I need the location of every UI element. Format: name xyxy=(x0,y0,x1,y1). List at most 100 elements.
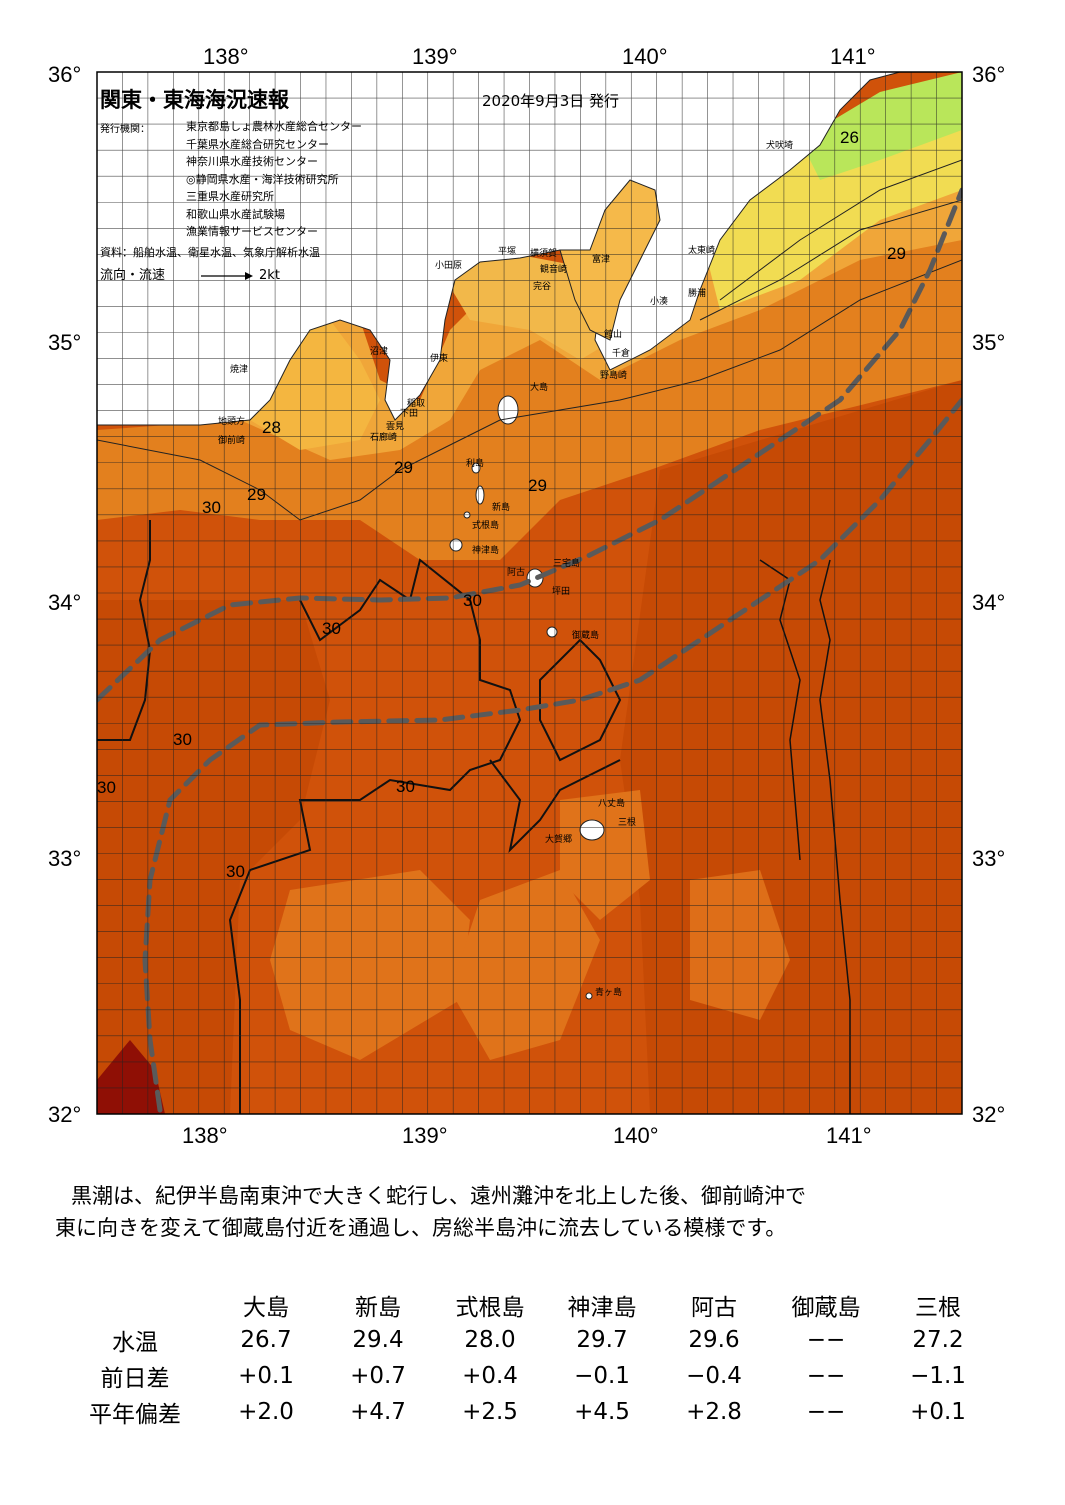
isotherm-label: 30 xyxy=(226,862,245,881)
row-header: 前日差 xyxy=(100,1366,170,1392)
isotherm-label: 28 xyxy=(262,418,281,437)
svg-text:完谷: 完谷 xyxy=(533,280,551,292)
column-header: 式根島 xyxy=(455,1295,525,1321)
svg-text:横須賀: 横須賀 xyxy=(530,247,557,259)
svg-text:35°: 35° xyxy=(972,330,1005,355)
svg-text:御蔵島: 御蔵島 xyxy=(572,629,599,641)
isotherm-label: 29 xyxy=(528,476,547,495)
svg-text:139°: 139° xyxy=(412,44,458,69)
svg-text:138°: 138° xyxy=(182,1123,228,1148)
svg-text:大賀郷: 大賀郷 xyxy=(545,833,572,845)
column-header: 御蔵島 xyxy=(791,1295,861,1321)
sea-temperature-map: 138° 139° 140° 141° 138° 139° 140° 141° … xyxy=(48,44,1005,1148)
svg-text:三根: 三根 xyxy=(618,816,636,828)
table-cell: −− xyxy=(806,1399,846,1425)
table-row: 前日差 +0.1 +0.7 +0.4 −0.1 −0.4 −− −1.1 xyxy=(60,1358,994,1394)
longitude-labels-bottom: 138° 139° 140° 141° xyxy=(182,1123,872,1148)
svg-text:御前崎: 御前崎 xyxy=(218,434,245,446)
svg-text:地頭方: 地頭方 xyxy=(218,415,245,427)
svg-text:小田原: 小田原 xyxy=(435,260,462,271)
svg-text:富津: 富津 xyxy=(592,253,610,265)
issuer-item: 和歌山県水産試験場 xyxy=(186,207,285,221)
place-names: 犬吠埼 太東崎 勝浦 小湊 館山 千倉 野島崎 富津 横須賀 観音崎 平塚 小田… xyxy=(218,139,793,998)
flow-scale: 2kt xyxy=(259,268,280,283)
svg-text:小湊: 小湊 xyxy=(650,295,668,307)
svg-text:犬吠埼: 犬吠埼 xyxy=(766,139,793,151)
svg-text:138°: 138° xyxy=(203,44,249,69)
issuer-item: 神奈川県水産技術センター xyxy=(186,155,318,168)
latitude-labels-left: 36° 35° 34° 33° 32° xyxy=(48,62,81,1127)
svg-text:観音崎: 観音崎 xyxy=(540,263,567,275)
table-cell: 26.7 xyxy=(240,1327,292,1353)
table-cell: +0.1 xyxy=(238,1363,294,1389)
isotherm-label: 29 xyxy=(247,485,266,504)
isotherm-label: 29 xyxy=(887,244,906,263)
table-row: 水温 26.7 29.4 28.0 29.7 29.6 −− 27.2 xyxy=(60,1322,994,1358)
summary-text: 黒潮は、紀伊半島南東沖で大きく蛇行し、遠州灘沖を北上した後、御前崎沖で 東に向き… xyxy=(55,1180,1015,1244)
isotherm-label: 30 xyxy=(463,591,482,610)
svg-text:焼津: 焼津 xyxy=(230,364,248,375)
isotherm-label: 30 xyxy=(202,498,221,517)
table-cell: +0.1 xyxy=(910,1399,966,1425)
svg-text:33°: 33° xyxy=(48,846,81,871)
table-cell: +4.5 xyxy=(574,1399,630,1425)
svg-text:坪田: 坪田 xyxy=(552,586,570,597)
island-miyakejima xyxy=(526,568,544,588)
summary-line: 東に向きを変えて御蔵島付近を通過し、房総半島沖に流去している模様です。 xyxy=(55,1216,787,1240)
table-cell: −0.1 xyxy=(574,1363,630,1389)
svg-text:平塚: 平塚 xyxy=(498,246,516,257)
table-header-row: 大島 新島 式根島 神津島 阿古 御蔵島 三根 xyxy=(60,1288,994,1322)
island-hachijojima xyxy=(579,819,605,841)
svg-text:阿古: 阿古 xyxy=(507,566,525,578)
issuer-item: 千葉県水産総合研究センター xyxy=(186,137,329,151)
table-cell: −− xyxy=(806,1363,846,1389)
svg-text:雲見: 雲見 xyxy=(386,421,404,432)
latitude-labels-right: 36° 35° 34° 33° 32° xyxy=(972,62,1005,1127)
svg-text:神津島: 神津島 xyxy=(472,544,499,556)
isotherm-label: 30 xyxy=(97,778,116,797)
report-title: 関東・東海海況速報 xyxy=(100,88,289,112)
issuer-item: 漁業情報サービスセンター xyxy=(186,225,318,238)
column-header: 大島 xyxy=(243,1295,289,1321)
svg-text:千倉: 千倉 xyxy=(612,347,630,359)
column-header: 神津島 xyxy=(567,1295,637,1321)
island-oshima xyxy=(497,395,519,425)
svg-text:沼津: 沼津 xyxy=(370,346,388,357)
svg-text:141°: 141° xyxy=(830,44,876,69)
svg-text:八丈島: 八丈島 xyxy=(598,797,625,809)
table-cell: +2.0 xyxy=(238,1399,294,1425)
svg-text:新島: 新島 xyxy=(492,501,510,513)
isotherm-label: 26 xyxy=(840,128,859,147)
issuer-item: 東京都島しょ農林水産総合センター xyxy=(186,120,362,133)
svg-text:140°: 140° xyxy=(613,1123,659,1148)
issuer-item: 三重県水産研究所 xyxy=(186,190,274,203)
svg-text:大島: 大島 xyxy=(530,381,548,393)
isotherm-label: 30 xyxy=(322,619,341,638)
table-cell: 29.6 xyxy=(688,1327,740,1353)
svg-text:139°: 139° xyxy=(402,1123,448,1148)
svg-text:館山: 館山 xyxy=(604,328,622,340)
table-cell: 27.2 xyxy=(912,1327,964,1353)
table-cell: 29.4 xyxy=(352,1327,404,1353)
table-cell: +0.4 xyxy=(462,1363,518,1389)
svg-text:下田: 下田 xyxy=(400,408,418,419)
kuroshio-axis-north xyxy=(97,187,962,703)
longitude-labels-top: 138° 139° 140° 141° xyxy=(203,44,876,69)
svg-text:34°: 34° xyxy=(48,590,81,615)
corner-cell xyxy=(60,1288,210,1322)
svg-text:141°: 141° xyxy=(826,1123,872,1148)
kuroshio-axis-south xyxy=(142,397,962,1113)
isotherm-label: 29 xyxy=(394,458,413,477)
table-cell: +2.8 xyxy=(686,1399,742,1425)
issuer-label: 発行機関： xyxy=(100,124,150,135)
observation-table: 大島 新島 式根島 神津島 阿古 御蔵島 三根 水温 26.7 29.4 28.… xyxy=(60,1288,994,1430)
map-border xyxy=(96,71,963,1115)
issuer-item: ◎静岡県水産・海洋技術研究所 xyxy=(186,172,339,186)
svg-text:三宅島: 三宅島 xyxy=(553,557,580,569)
table-cell: −− xyxy=(806,1327,846,1353)
svg-text:利島: 利島 xyxy=(466,457,484,469)
table-cell: +4.7 xyxy=(350,1399,406,1425)
svg-text:36°: 36° xyxy=(972,62,1005,87)
svg-text:稲取: 稲取 xyxy=(407,397,425,409)
table-cell: −0.4 xyxy=(686,1363,742,1389)
